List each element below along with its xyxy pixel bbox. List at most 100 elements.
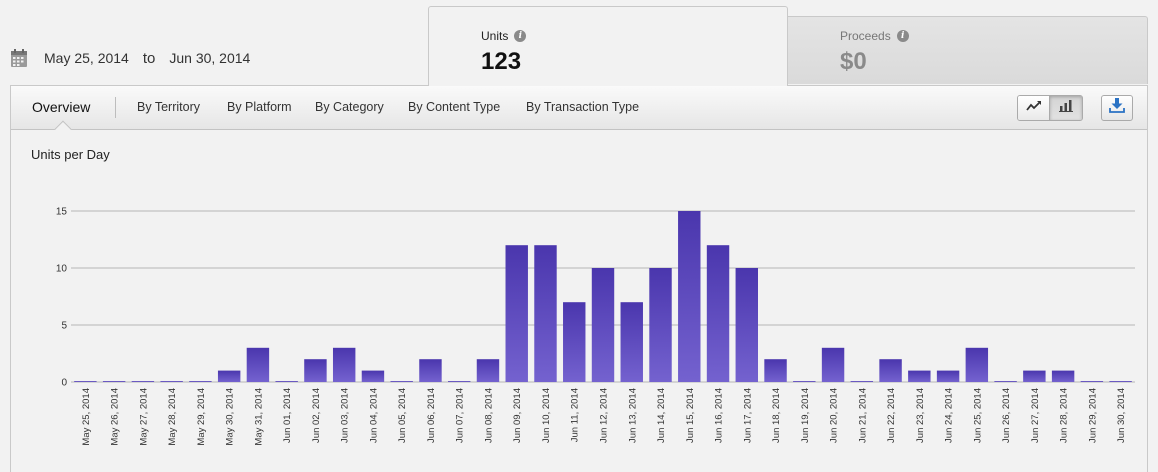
bar[interactable] [332, 347, 356, 382]
bar[interactable] [994, 381, 1017, 382]
bar[interactable] [304, 359, 327, 382]
x-tick-label: Jun 15, 2014 [685, 388, 696, 443]
date-separator: to [142, 49, 156, 67]
x-tick-label: Jun 08, 2014 [483, 388, 494, 443]
bar[interactable] [706, 245, 730, 382]
x-tick-label: Jun 02, 2014 [311, 388, 322, 443]
bar[interactable] [476, 359, 500, 382]
x-tick-label: Jun 22, 2014 [886, 388, 897, 443]
tab-overview[interactable]: Overview [32, 99, 91, 115]
x-tick-label: Jun 04, 2014 [368, 388, 379, 443]
x-tick-label: May 27, 2014 [138, 388, 149, 446]
x-tick-label: May 26, 2014 [110, 388, 121, 446]
x-tick-label: May 29, 2014 [196, 388, 207, 446]
x-tick-label: Jun 05, 2014 [397, 388, 408, 443]
tab-units-label: Units [481, 29, 509, 43]
units-bar-chart: 0 5 10 15 May 25, 2014 May 26, 2014 May 27, 20… [56, 207, 1135, 446]
bar[interactable] [189, 381, 212, 382]
x-tick-label: Jun 13, 2014 [627, 388, 638, 443]
bar[interactable] [793, 381, 816, 382]
end-date[interactable]: Jun 30, 2014 [169, 50, 251, 66]
bar[interactable] [965, 347, 989, 382]
bar[interactable] [936, 370, 960, 382]
tab-by-territory[interactable]: By Territory [137, 100, 200, 114]
chart-title: Units per Day [31, 147, 110, 162]
bar[interactable] [534, 245, 557, 382]
y-tick-label: 0 [61, 378, 67, 389]
date-range[interactable]: May 25, 2014 to Jun 30, 2014 [10, 46, 250, 70]
x-tick-label: Jun 11, 2014 [570, 388, 581, 442]
bar-chart-button[interactable] [1050, 96, 1082, 120]
download-button[interactable] [1101, 95, 1133, 121]
bar[interactable] [678, 211, 701, 382]
bar[interactable] [131, 381, 155, 382]
x-tick-label: Jun 24, 2014 [944, 388, 955, 443]
tab-proceeds-value: $0 [840, 48, 867, 75]
x-tick-label: Jun 25, 2014 [972, 388, 983, 443]
bar[interactable] [505, 245, 528, 382]
start-date[interactable]: May 25, 2014 [44, 50, 129, 66]
bar[interactable] [591, 268, 615, 382]
x-tick-label: Jun 30, 2014 [1116, 388, 1127, 443]
bar[interactable] [217, 370, 241, 382]
tab-proceeds[interactable]: Proceeds i $0 [787, 16, 1148, 84]
x-tick-label: Jun 27, 2014 [1030, 388, 1041, 443]
bar[interactable] [821, 347, 845, 382]
x-tick-label: Jun 07, 2014 [455, 388, 466, 443]
x-tick-label: Jun 06, 2014 [426, 388, 437, 443]
bar[interactable] [764, 359, 787, 382]
bar[interactable] [1109, 381, 1132, 382]
x-tick-label: May 30, 2014 [225, 388, 236, 446]
x-tick-label: Jun 26, 2014 [1001, 388, 1012, 443]
x-tick-label: Jun 10, 2014 [541, 388, 552, 443]
bar[interactable] [1023, 370, 1046, 382]
tab-by-category[interactable]: By Category [315, 100, 384, 114]
info-icon[interactable]: i [896, 30, 909, 42]
toolbar: Overview By Territory By Platform By Cat… [11, 86, 1147, 130]
bar[interactable] [102, 381, 126, 382]
bar[interactable] [390, 381, 413, 382]
x-tick-label: Jun 03, 2014 [340, 388, 351, 443]
tab-by-content-type[interactable]: By Content Type [408, 100, 501, 114]
bar[interactable] [908, 370, 931, 382]
x-tick-label: Jun 20, 2014 [829, 388, 840, 443]
calendar-icon[interactable] [10, 48, 28, 68]
x-tick-label: Jun 18, 2014 [771, 388, 782, 443]
bar[interactable] [448, 381, 471, 382]
x-tick-label: Jun 09, 2014 [512, 388, 523, 443]
x-tick-label: Jun 21, 2014 [857, 388, 868, 443]
line-chart-icon [1025, 99, 1042, 117]
bar[interactable] [879, 359, 902, 382]
x-tick-label: May 31, 2014 [253, 388, 264, 446]
bar[interactable] [1051, 370, 1075, 382]
bar[interactable] [419, 359, 442, 382]
bar[interactable] [850, 381, 874, 382]
chart-panel: Overview By Territory By Platform By Cat… [10, 85, 1148, 472]
download-icon [1109, 98, 1125, 118]
bar[interactable] [160, 381, 183, 382]
bar[interactable] [275, 381, 298, 382]
bar[interactable] [649, 268, 672, 382]
info-icon[interactable]: i [514, 30, 527, 42]
bar[interactable] [74, 381, 97, 382]
tab-units[interactable]: Units i 123 [428, 6, 788, 86]
x-tick-label: Jun 19, 2014 [800, 388, 811, 443]
line-chart-button[interactable] [1018, 96, 1051, 120]
bar[interactable] [735, 268, 758, 382]
x-tick-label: Jun 17, 2014 [742, 388, 753, 443]
x-tick-label: Jun 23, 2014 [915, 388, 926, 443]
tab-by-transaction-type[interactable]: By Transaction Type [526, 100, 640, 114]
bar[interactable] [563, 302, 586, 382]
x-tick-label: Jun 14, 2014 [656, 388, 667, 443]
x-tick-label: Jun 16, 2014 [714, 388, 725, 443]
x-tick-label: Jun 01, 2014 [282, 388, 293, 443]
y-tick-label: 5 [61, 321, 67, 332]
bar[interactable] [1080, 381, 1104, 382]
x-tick-label: Jun 12, 2014 [599, 388, 610, 443]
bar[interactable] [246, 347, 270, 382]
bar[interactable] [361, 370, 385, 382]
bar[interactable] [620, 302, 643, 382]
x-tick-label: May 25, 2014 [81, 388, 92, 446]
x-tick-label: May 28, 2014 [167, 388, 178, 446]
tab-by-platform[interactable]: By Platform [227, 100, 292, 114]
